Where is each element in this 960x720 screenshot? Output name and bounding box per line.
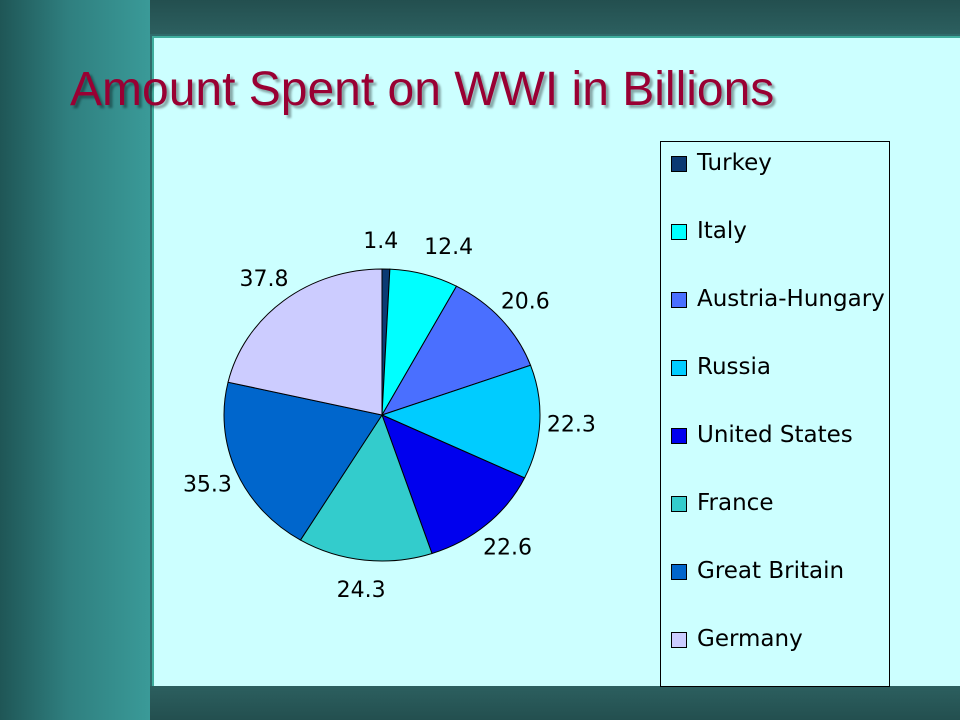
legend-item: Russia xyxy=(671,352,892,382)
top-decor-bar xyxy=(150,0,960,34)
pie-slice-germany xyxy=(227,268,383,416)
legend-label: Italy xyxy=(697,218,747,244)
legend-item: United States xyxy=(671,420,892,450)
pie-slice-great-britain xyxy=(223,381,383,541)
pie-slice-france xyxy=(299,413,433,562)
data-label: 1.4 xyxy=(363,229,398,254)
legend-label: Great Britain xyxy=(697,558,845,584)
legend-swatch xyxy=(671,564,687,580)
legend-swatch xyxy=(671,496,687,512)
legend-item: Turkey xyxy=(671,148,892,178)
legend-swatch xyxy=(671,292,687,308)
legend-label: Germany xyxy=(697,626,803,652)
data-label: 37.8 xyxy=(239,267,288,292)
legend-label: Russia xyxy=(697,354,771,380)
data-label: 22.3 xyxy=(547,413,596,438)
legend-swatch xyxy=(671,156,687,172)
data-label: 22.6 xyxy=(483,535,532,560)
bottom-decor-bar xyxy=(150,686,960,720)
data-label: 24.3 xyxy=(337,578,386,603)
page-title: Amount Spent on WWI in Billions xyxy=(70,63,775,116)
pie-slice-austria-hungary xyxy=(380,285,532,416)
legend-swatch xyxy=(671,632,687,648)
data-label: 12.4 xyxy=(424,235,473,260)
data-label: 20.6 xyxy=(501,289,550,314)
pie-slice-united-states xyxy=(381,414,526,555)
legend-item: Great Britain xyxy=(671,556,892,586)
legend-item: Italy xyxy=(671,216,892,246)
legend-label: France xyxy=(697,490,774,516)
pie-slice-russia xyxy=(380,364,541,479)
data-label: 35.3 xyxy=(183,472,232,497)
legend-item: Germany xyxy=(671,624,892,654)
legend-swatch xyxy=(671,224,687,240)
legend-swatch xyxy=(671,360,687,376)
pie-chart: 1.4 12.4 20.6 22.3 22.6 24.3 35.3 37.8 xyxy=(183,229,596,603)
legend-label: Turkey xyxy=(697,150,772,176)
legend-swatch xyxy=(671,428,687,444)
legend-label: Austria-Hungary xyxy=(697,286,885,312)
legend-item: Austria-Hungary xyxy=(671,284,892,314)
left-decor-bar xyxy=(0,0,150,720)
legend-item: France xyxy=(671,488,892,518)
chart-legend: Turkey Italy Austria-Hungary Russia Unit… xyxy=(660,141,890,687)
legend-label: United States xyxy=(697,422,853,448)
